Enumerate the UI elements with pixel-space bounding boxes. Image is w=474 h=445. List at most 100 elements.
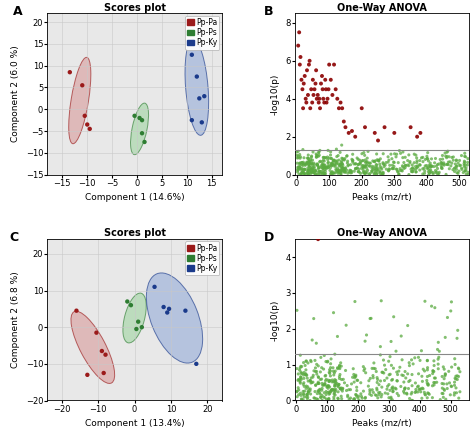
Point bbox=[328, 386, 336, 393]
Point bbox=[298, 376, 305, 383]
Point bbox=[321, 372, 329, 380]
Point bbox=[404, 162, 411, 169]
Point bbox=[333, 160, 341, 167]
Point bbox=[324, 156, 332, 163]
Point bbox=[302, 357, 310, 364]
Point bbox=[389, 385, 396, 392]
Point bbox=[303, 391, 310, 398]
Point bbox=[320, 170, 328, 177]
Point bbox=[451, 361, 459, 368]
Point bbox=[442, 171, 450, 178]
Point bbox=[369, 158, 377, 165]
Point bbox=[384, 390, 392, 397]
Point bbox=[443, 154, 450, 161]
Point bbox=[368, 365, 376, 372]
Point bbox=[296, 367, 303, 374]
Point bbox=[304, 170, 311, 177]
Point bbox=[387, 338, 395, 345]
Point bbox=[310, 168, 318, 175]
Point bbox=[307, 169, 315, 176]
Point bbox=[438, 373, 446, 380]
Point bbox=[425, 158, 432, 165]
Point bbox=[355, 166, 363, 173]
Point bbox=[407, 124, 414, 131]
Point bbox=[406, 159, 414, 166]
Point bbox=[464, 155, 472, 162]
Point bbox=[385, 167, 392, 174]
Point bbox=[376, 169, 384, 176]
Point bbox=[198, 119, 206, 126]
Point bbox=[348, 169, 356, 176]
Point bbox=[353, 376, 361, 384]
Point bbox=[433, 162, 440, 170]
Point bbox=[407, 166, 415, 173]
Point bbox=[298, 76, 305, 83]
Point bbox=[298, 170, 305, 178]
Point bbox=[295, 163, 303, 170]
Point bbox=[342, 124, 349, 131]
Point bbox=[326, 167, 334, 174]
Point bbox=[192, 360, 200, 368]
Point bbox=[388, 384, 396, 392]
Point bbox=[430, 362, 438, 369]
Point bbox=[357, 379, 365, 386]
X-axis label: Component 1 (13.4%): Component 1 (13.4%) bbox=[85, 419, 184, 428]
Point bbox=[307, 377, 314, 384]
Point bbox=[424, 380, 432, 388]
Point bbox=[327, 356, 335, 363]
Point bbox=[387, 395, 395, 402]
Point bbox=[353, 384, 360, 391]
Point bbox=[305, 170, 313, 177]
Point bbox=[341, 166, 348, 173]
Point bbox=[295, 170, 303, 178]
Point bbox=[324, 147, 332, 154]
Point bbox=[331, 392, 339, 399]
Point bbox=[408, 397, 415, 404]
Point bbox=[318, 164, 325, 171]
Point bbox=[436, 348, 443, 355]
Point bbox=[452, 376, 460, 383]
Point bbox=[352, 166, 359, 173]
Point bbox=[300, 372, 308, 379]
Point bbox=[302, 370, 310, 377]
Point bbox=[328, 170, 336, 177]
Point bbox=[401, 389, 408, 396]
Point bbox=[313, 152, 320, 159]
Point bbox=[403, 390, 410, 397]
Point bbox=[441, 387, 448, 394]
Point bbox=[303, 161, 310, 168]
Point bbox=[395, 170, 402, 178]
Point bbox=[330, 378, 337, 385]
Point bbox=[303, 67, 311, 74]
Point bbox=[358, 393, 365, 400]
Point bbox=[298, 370, 305, 377]
Point bbox=[455, 167, 463, 174]
Point bbox=[421, 162, 429, 170]
Point bbox=[362, 159, 369, 166]
Point bbox=[402, 374, 410, 381]
Point bbox=[324, 396, 332, 403]
Point bbox=[337, 99, 344, 106]
Point bbox=[330, 372, 337, 379]
Point bbox=[448, 364, 456, 371]
Point bbox=[362, 369, 369, 376]
Point bbox=[412, 168, 419, 175]
Point bbox=[365, 171, 373, 178]
Point bbox=[361, 170, 368, 177]
Point bbox=[450, 392, 458, 399]
Point bbox=[315, 170, 322, 178]
Point bbox=[328, 386, 336, 393]
Point bbox=[316, 152, 323, 159]
Ellipse shape bbox=[123, 293, 146, 343]
Point bbox=[356, 168, 363, 175]
Point bbox=[444, 161, 451, 168]
Point bbox=[424, 149, 431, 156]
Point bbox=[353, 387, 361, 394]
Point bbox=[377, 343, 384, 350]
Point bbox=[320, 99, 328, 106]
Point bbox=[377, 377, 384, 384]
Point bbox=[365, 377, 373, 384]
Point bbox=[138, 117, 146, 124]
Point bbox=[413, 159, 420, 166]
Point bbox=[319, 165, 327, 172]
